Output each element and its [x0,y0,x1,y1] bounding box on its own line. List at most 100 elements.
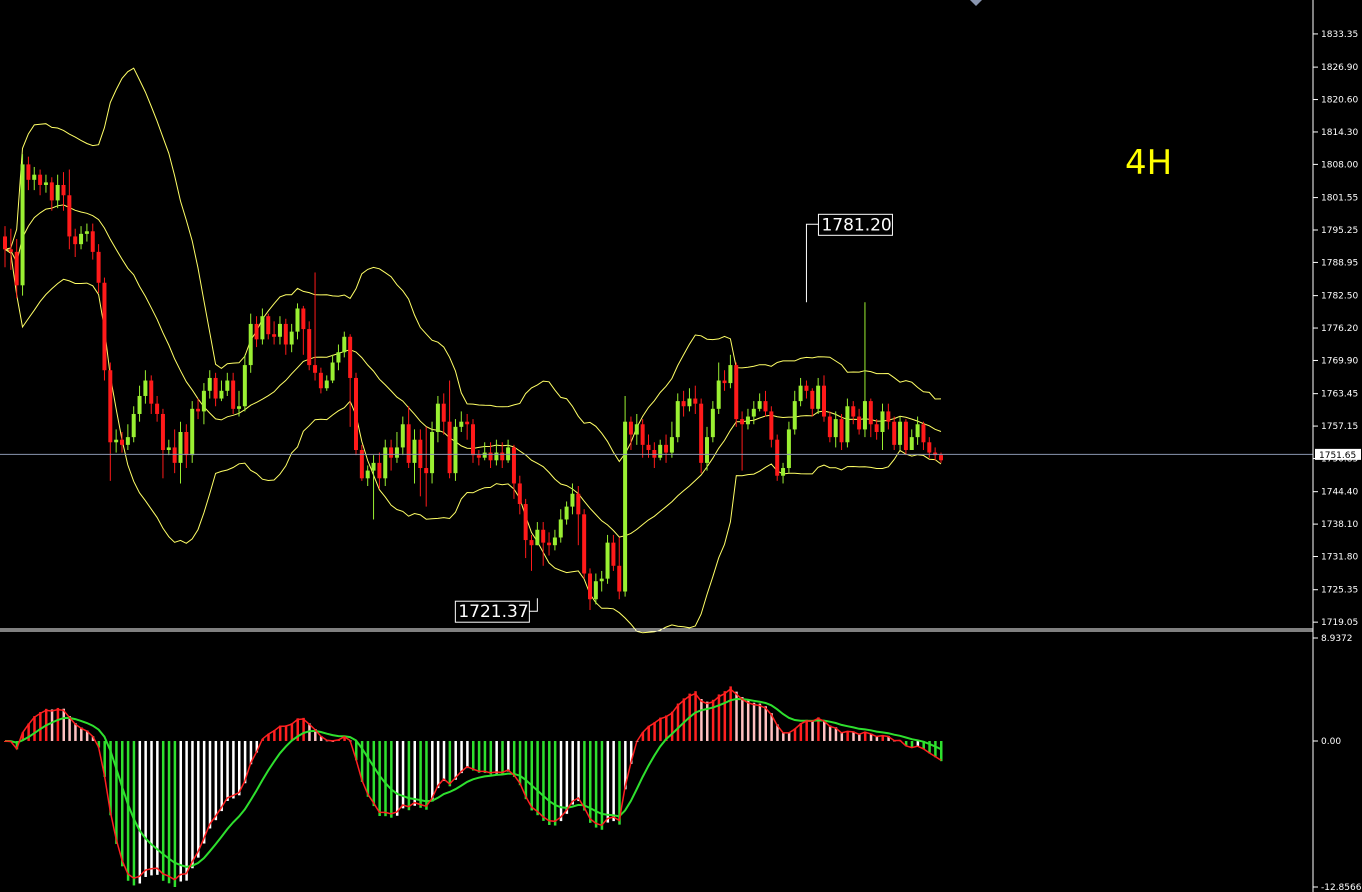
candle-body [710,408,715,438]
candle [734,362,739,427]
candle [26,156,31,191]
candle-body [207,377,212,391]
macd-histogram-bar [109,741,112,816]
current-price-label: 1751.65 [1319,451,1356,461]
candle [781,462,786,484]
candle-body [898,421,903,445]
candle-body [775,439,780,476]
price-panel: 1781.20 1721.37 [0,67,1313,634]
candle [769,406,774,448]
candle [73,228,78,258]
candle [669,421,674,458]
candle [424,426,429,507]
candle [465,413,470,440]
candle-body [576,493,581,515]
candle-body [231,380,236,409]
candle [488,442,493,469]
candle [898,416,903,450]
candle-body [471,424,475,456]
candle-body [237,406,241,409]
macd-histogram-bar [407,741,411,811]
macd-histogram-bar [536,741,539,816]
candle-body [623,421,628,592]
macd-histogram-bar [197,741,200,858]
candle-body [558,519,563,538]
candle-body [658,444,663,458]
candle [471,419,475,463]
macd-histogram-bar [384,741,387,817]
candle-body [570,493,575,507]
annotation-label: 1721.37 [458,602,528,622]
macd-histogram-bar [787,732,791,741]
candle-body [447,421,452,474]
candle [476,450,481,466]
macd-histogram-bar [518,741,522,786]
candle-body [886,411,891,422]
candle [874,419,879,440]
candle [547,532,552,556]
candle [67,169,72,250]
candle-body [804,385,809,391]
candle [652,442,657,469]
candle [716,362,721,414]
macd-histogram-bar [448,741,452,787]
candle-body [593,581,598,600]
macd-histogram-bar [179,741,182,882]
candle-body [740,419,745,425]
candle-body [131,413,136,438]
candle-body [921,424,926,443]
macd-histogram-bar [735,691,738,741]
macd-histogram-bar [173,741,177,887]
candle [172,429,177,474]
macd-histogram-bar [238,741,241,796]
candle-body [330,362,335,381]
candle-body [547,542,552,546]
candle [184,424,189,469]
macd-histogram-bar [729,686,732,741]
annotation-swing-high: 1781.20 [805,213,893,303]
candle-body [108,370,113,443]
candle-body [868,401,873,425]
candle-body [482,452,487,458]
candle [242,354,247,412]
macd-histogram-bar [436,741,440,789]
macd-histogram-bar [741,697,744,741]
macd-histogram-bar [834,727,838,741]
macd-histogram-bar [214,741,218,821]
candle-body [857,416,862,430]
macd-histogram [4,686,943,887]
candle [295,303,300,340]
candle-body [640,424,645,445]
candle-body [552,537,557,546]
candle-body [143,380,148,396]
candle [447,380,452,479]
candle [196,398,201,420]
macd-histogram-bar [103,741,106,777]
candle-body [114,439,119,443]
candle-body [722,380,727,384]
candle [909,429,914,450]
macd-histogram-bar [805,719,808,741]
candle [49,177,54,211]
candle [892,416,897,450]
candle [804,380,809,399]
chart-shift-marker[interactable] [970,0,982,6]
candle [383,439,388,487]
candle [523,498,528,559]
candle-body [272,334,277,337]
candle [225,372,230,396]
candle-body [102,282,107,371]
price-tick-label: 1763.45 [1321,390,1358,400]
macd-histogram-bar [916,741,920,747]
candle [786,421,791,474]
candle [348,334,353,427]
candle-body [301,308,306,330]
candle-body [307,329,312,366]
macd-histogram-bar [723,691,727,741]
candle-body [196,408,201,412]
macd-histogram-bar [62,708,65,741]
candle-body [20,164,25,286]
macd-histogram-bar [290,723,294,741]
candle [915,416,920,445]
macd-histogram-bar [647,725,650,741]
